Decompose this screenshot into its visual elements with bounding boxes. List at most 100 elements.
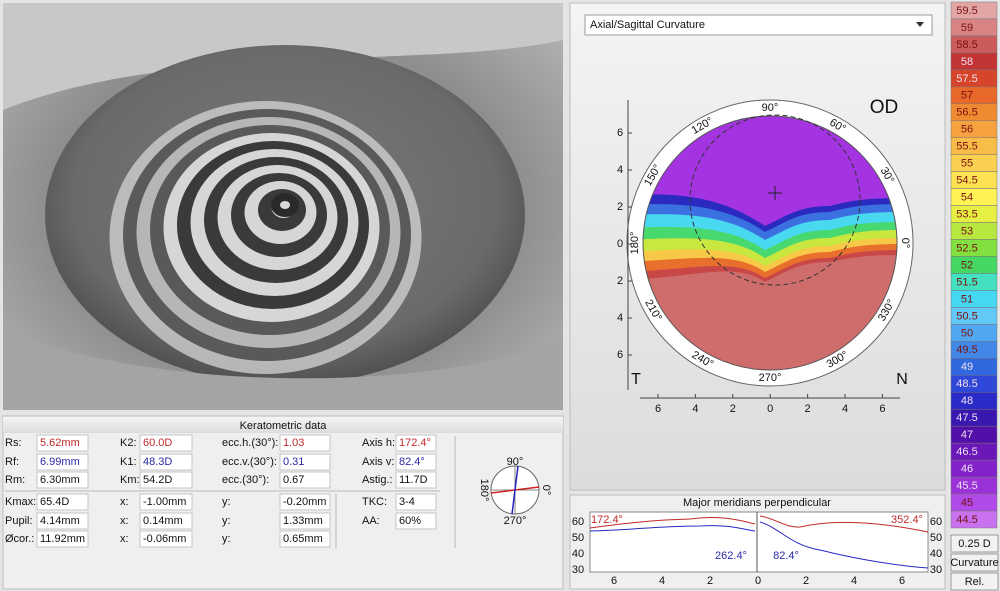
scale-label: 49.5 [956, 344, 977, 356]
meridians-title: Major meridians perpendicular [683, 497, 831, 509]
field-label: ecc.(30°): [222, 474, 269, 486]
y-tick-label: 40 [572, 548, 584, 560]
axis-label: 180° [478, 479, 490, 502]
field-label: K2: [120, 437, 137, 449]
button-label: Rel. [965, 576, 985, 588]
y-tick-label: 0 [617, 238, 623, 250]
field-label: Axis h: [362, 437, 395, 449]
field-label: ecc.v.(30°): [222, 456, 277, 468]
scale-button[interactable] [950, 553, 999, 572]
scale-label: 58.5 [956, 39, 977, 51]
field-box [139, 530, 193, 548]
field-box [279, 530, 331, 548]
field-box [279, 434, 331, 452]
scale-label: 54 [961, 192, 973, 204]
y2-tick-label: 30 [930, 564, 942, 576]
axis-label: 0° [540, 485, 552, 496]
field-value: -0.06mm [143, 533, 186, 545]
scale-label: 48 [961, 395, 973, 407]
axis-label: 270° [504, 515, 527, 527]
scale-label: 50 [961, 327, 973, 339]
scale-label: 49 [961, 361, 973, 373]
field-box [139, 453, 193, 471]
x-tick-label: 6 [611, 575, 617, 587]
field-box [36, 493, 89, 511]
x-tick-label: 4 [692, 403, 698, 415]
field-box [36, 471, 89, 489]
field-value: 60.0D [143, 437, 172, 449]
field-label: x: [120, 515, 129, 527]
x-tick-label: 2 [707, 575, 713, 587]
scale-label: 59.5 [956, 5, 977, 17]
scale-label: 55.5 [956, 141, 977, 153]
field-label: x: [120, 496, 129, 508]
x-tick-label: 4 [851, 575, 857, 587]
field-value: 3-4 [399, 496, 415, 508]
scale-label: 46.5 [956, 446, 977, 458]
curvature-map [626, 99, 914, 399]
y2-tick-label: 40 [930, 548, 942, 560]
y-tick-label: 30 [572, 564, 584, 576]
field-box [395, 493, 437, 511]
scale-swatch [950, 392, 998, 410]
field-box [139, 493, 193, 511]
meridian-label: 352.4° [891, 514, 923, 526]
x-tick-label: 6 [655, 403, 661, 415]
field-box [279, 453, 331, 471]
scale-label: 47 [961, 429, 973, 441]
y-tick-label: 50 [572, 532, 584, 544]
field-value: 0.65mm [283, 533, 323, 545]
scale-label: 47.5 [956, 412, 977, 424]
field-value: 48.3D [143, 456, 172, 468]
field-label: Øcor.: [5, 533, 34, 545]
axis-widget [490, 465, 540, 515]
field-label: Rs: [5, 437, 22, 449]
scale-label: 59 [961, 22, 973, 34]
field-value: 0.67 [283, 474, 304, 486]
dropdown-arrow [916, 22, 924, 27]
field-value: 60% [399, 515, 421, 527]
y-tick-label: 2 [617, 275, 623, 287]
y-tick-label: 6 [617, 127, 623, 139]
scale-label: 45.5 [956, 480, 977, 492]
field-label: x: [120, 533, 129, 545]
scale-swatch [950, 120, 998, 138]
scale-label: 45 [961, 497, 973, 509]
scale-swatch [950, 154, 998, 172]
field-label: Astig.: [362, 474, 393, 486]
scale-label: 46 [961, 463, 973, 475]
dropdown[interactable] [584, 14, 933, 36]
scale-button[interactable] [950, 572, 999, 591]
x-tick-label: 2 [805, 403, 811, 415]
scale-label: 58 [961, 56, 973, 68]
field-box [139, 434, 193, 452]
scale-swatch [950, 425, 998, 444]
field-label: Kmax: [5, 496, 36, 508]
field-value: 172.4° [399, 437, 431, 449]
field-label: y: [222, 533, 231, 545]
button-label: 0.25 D [958, 538, 990, 550]
scale-button[interactable] [950, 534, 999, 553]
scale-swatch [950, 290, 998, 308]
field-value: 0.31 [283, 456, 304, 468]
scale-label: 57.5 [956, 73, 977, 85]
field-value: -1.00mm [143, 496, 186, 508]
field-value: 4.14mm [40, 515, 80, 527]
scale-label: 54.5 [956, 175, 977, 187]
scale-swatch [950, 358, 998, 376]
scale-label: 53.5 [956, 209, 977, 221]
scale-label: 56 [961, 124, 973, 136]
x-tick-label: 6 [879, 403, 885, 415]
scale-swatch [950, 459, 998, 478]
scale-swatch [950, 188, 998, 206]
scale-swatch [950, 493, 998, 512]
scale-label: 51 [961, 293, 973, 305]
field-value: 54.2D [143, 474, 172, 486]
field-value: 5.62mm [40, 437, 80, 449]
scale-label: 57 [961, 90, 973, 102]
field-label: K1: [120, 456, 137, 468]
field-value: 6.99mm [40, 456, 80, 468]
scale-swatch [950, 86, 998, 105]
y-tick-label: 2 [617, 201, 623, 213]
field-box [279, 493, 331, 511]
